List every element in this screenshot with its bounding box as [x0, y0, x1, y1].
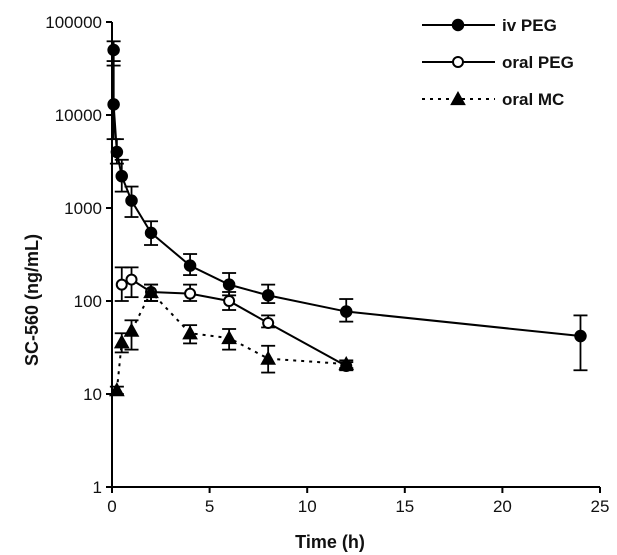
y-tick-label: 1000 [64, 199, 102, 218]
legend-item-oral-mc: oral MC [422, 90, 564, 109]
data-point-oral-mc [109, 382, 125, 397]
data-point-iv-peg [125, 194, 138, 207]
legend: iv PEG oral PEG oral MC [422, 16, 574, 109]
data-point-iv-peg [107, 43, 120, 57]
y-tick-label: 1 [93, 478, 102, 497]
y-tick-label: 100 [74, 292, 102, 311]
data-point-oral-peg [125, 273, 138, 286]
data-point-iv-peg [222, 278, 236, 291]
data-point-oral-peg [115, 278, 128, 291]
data-point-oral-mc [113, 334, 130, 349]
x-tick-label: 15 [395, 497, 414, 516]
legend-marker [450, 90, 466, 106]
data-point-iv-peg [339, 305, 353, 318]
legend-marker [451, 18, 465, 32]
x-tick-label: 10 [298, 497, 317, 516]
legend-label: iv PEG [502, 16, 557, 35]
x-tick-label: 0 [107, 497, 116, 516]
data-point-oral-mc [260, 350, 277, 365]
x-tick-label: 25 [591, 497, 610, 516]
data-point-iv-peg [110, 145, 124, 159]
x-tick-label: 5 [205, 497, 214, 516]
data-point-oral-peg [184, 287, 197, 300]
series-layer [106, 40, 588, 397]
data-point-iv-peg [107, 98, 120, 111]
legend-item-iv-peg: iv PEG [422, 16, 557, 35]
y-tick-label: 100000 [45, 13, 102, 32]
data-point-oral-peg [223, 295, 236, 307]
x-tick-label: 20 [493, 497, 512, 516]
x-axis-title: Time (h) [295, 532, 365, 552]
data-point-iv-peg [183, 259, 197, 272]
data-point-oral-mc [338, 356, 355, 371]
data-point-iv-peg [144, 226, 158, 240]
data-point-oral-mc [143, 283, 159, 299]
data-point-oral-mc [221, 329, 237, 345]
legend-item-oral-peg: oral PEG [422, 53, 574, 72]
series-iv-peg [106, 40, 588, 372]
legend-label: oral MC [502, 90, 564, 109]
legend-marker [452, 56, 464, 68]
data-point-iv-peg [261, 289, 275, 302]
tick-labels: 1 10 100 1000 10000 100000 0 5 10 15 20 25 [45, 13, 609, 516]
legend-label: oral PEG [502, 53, 574, 72]
data-point-iv-peg [574, 329, 587, 343]
data-point-oral-mc [123, 322, 140, 337]
data-point-oral-peg [262, 317, 275, 330]
y-tick-label: 10000 [55, 106, 102, 125]
y-tick-label: 10 [83, 385, 102, 404]
y-axis-title: SC-560 (ng/mL) [22, 234, 42, 366]
series-oral-mc [109, 283, 355, 397]
error-bar [573, 314, 588, 372]
data-point-iv-peg [115, 169, 129, 183]
data-point-oral-mc [182, 325, 198, 340]
